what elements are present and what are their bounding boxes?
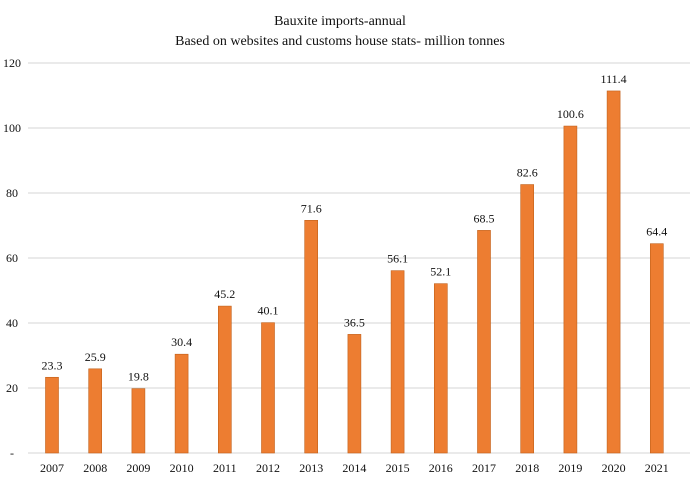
x-tick-label: 2013: [299, 461, 323, 475]
bars: [45, 90, 664, 454]
data-label-2020: 111.4: [601, 72, 627, 86]
x-tick-label: 2015: [386, 461, 410, 475]
bar-2021: [649, 243, 664, 454]
bar-2013: [304, 220, 319, 454]
bar-2009: [131, 388, 146, 454]
x-tick-label: 2007: [40, 461, 64, 475]
data-label-2018: 82.6: [517, 166, 538, 180]
bar-2012: [261, 322, 275, 454]
data-label-2013: 71.6: [301, 201, 322, 215]
gridlines: [28, 62, 690, 454]
bar-2016: [433, 283, 448, 454]
y-tick-label: 60: [6, 251, 18, 265]
data-label-2012: 40.1: [258, 304, 279, 318]
y-tick-label: -: [10, 446, 14, 460]
y-tick-label: 100: [3, 121, 21, 135]
data-labels: 23.3 25.9 19.8 30.4 45.2 40.1 71.6 36.5 56.1 52.1…: [42, 72, 668, 384]
y-tick-label: 20: [6, 381, 18, 395]
x-tick-label: 2008: [83, 461, 107, 475]
data-label-2009: 19.8: [128, 370, 149, 384]
chart-title: Bauxite imports-annual: [274, 14, 406, 29]
x-tick-label: 2011: [213, 461, 237, 475]
x-tick-label: 2019: [558, 461, 582, 475]
bar-2015: [390, 270, 405, 454]
x-tick-label: 2010: [170, 461, 194, 475]
y-tick-label: 40: [6, 316, 18, 330]
x-tick-label: 2009: [126, 461, 150, 475]
x-tick-label: 2018: [515, 461, 539, 475]
bar-2008: [88, 368, 102, 454]
bar-2007: [45, 376, 59, 454]
x-tick-label: 2017: [472, 461, 496, 475]
bar-2018: [520, 184, 535, 454]
chart-subtitle: Based on websites and customs house stat…: [175, 34, 505, 49]
data-label-2021: 64.4: [646, 225, 667, 239]
data-label-2010: 30.4: [171, 335, 192, 349]
data-label-2016: 52.1: [430, 265, 451, 279]
bar-2011: [218, 305, 232, 454]
data-label-2017: 68.5: [474, 211, 495, 225]
data-label-2015: 56.1: [387, 252, 408, 266]
bar-2017: [477, 230, 491, 454]
bar-2020: [606, 90, 621, 454]
x-tick-label: 2016: [429, 461, 453, 475]
x-tick-label: 2021: [645, 461, 669, 475]
x-tick-label: 2014: [342, 461, 366, 475]
y-axis-ticks: - 20 40 60 80 100 120: [3, 56, 21, 460]
data-label-2019: 100.6: [557, 107, 584, 121]
data-label-2011: 45.2: [214, 287, 235, 301]
bar-2010: [174, 353, 189, 454]
y-tick-label: 80: [6, 186, 18, 200]
x-tick-label: 2020: [602, 461, 626, 475]
x-axis-ticks: 2007 2008 2009 2010 2011 2012 2013 2014 2015 2016…: [40, 461, 669, 475]
y-tick-label: 120: [3, 56, 21, 70]
data-label-2014: 36.5: [344, 315, 365, 329]
x-tick-label: 2012: [256, 461, 280, 475]
bar-2019: [563, 125, 578, 454]
data-label-2007: 23.3: [42, 358, 63, 372]
bar-2014: [347, 334, 362, 454]
data-label-2008: 25.9: [85, 350, 106, 364]
